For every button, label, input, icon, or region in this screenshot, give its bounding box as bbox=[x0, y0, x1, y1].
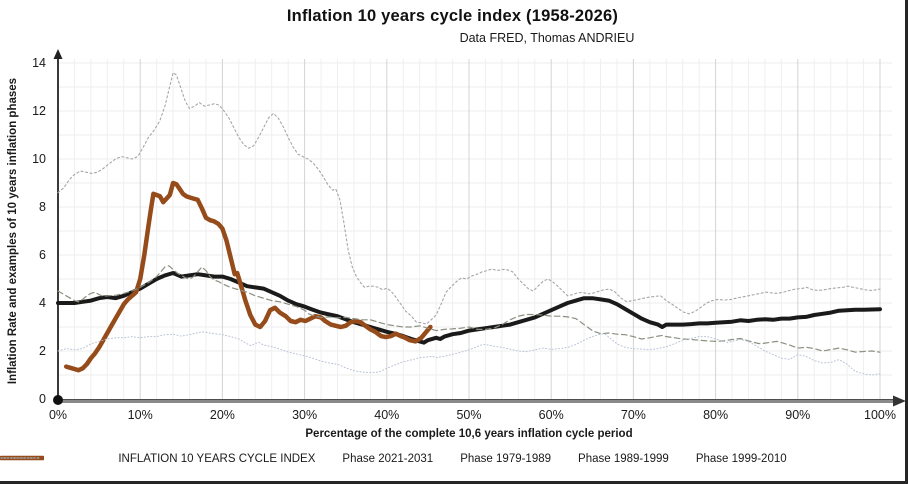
x-tick-label: 50% bbox=[456, 408, 482, 422]
legend-item-inflation-10-years-cycle-index[interactable]: INFLATION 10 YEARS CYCLE INDEX bbox=[0, 453, 316, 465]
legend-swatch-icon bbox=[0, 457, 40, 459]
chart-subtitle: Data FRED, Thomas ANDRIEU bbox=[459, 31, 635, 45]
x-tick-label: 90% bbox=[785, 408, 811, 422]
series-line-phase-2021-2031[interactable] bbox=[63, 180, 433, 373]
legend-item-phase-1979-1989[interactable]: Phase 1979-1989 bbox=[0, 453, 552, 465]
x-tick-label: 60% bbox=[538, 408, 564, 422]
x-axis-title: Percentage of the complete 10,6 years in… bbox=[305, 428, 633, 440]
x-axis-arrow-icon bbox=[893, 395, 905, 407]
legend-label: INFLATION 10 YEARS CYCLE INDEX bbox=[118, 453, 316, 465]
legend-item-phase-1989-1999[interactable]: Phase 1989-1999 bbox=[0, 453, 669, 465]
legend-label: Phase 1979-1989 bbox=[460, 453, 552, 465]
series-line-phase-1989-1999[interactable] bbox=[57, 265, 881, 353]
y-tick-label: 4 bbox=[39, 296, 46, 310]
y-tick-label: 14 bbox=[32, 56, 46, 70]
x-tick-label: 10% bbox=[127, 408, 153, 422]
y-axis-arrow-icon bbox=[53, 49, 63, 59]
x-tick-label: 20% bbox=[209, 408, 235, 422]
x-tick-label: 100% bbox=[864, 408, 896, 422]
y-tick-label: 2 bbox=[39, 344, 46, 358]
x-tick-label: 30% bbox=[292, 408, 318, 422]
chart-title: Inflation 10 years cycle index (1958-202… bbox=[286, 7, 619, 25]
y-tick-label: 10 bbox=[32, 152, 46, 166]
series-line-phase-1979-1989[interactable] bbox=[57, 72, 881, 325]
origin-dot-icon bbox=[53, 395, 63, 405]
legend: INFLATION 10 YEARS CYCLE INDEX Phase 2021… bbox=[0, 453, 905, 465]
series-line-phase-1999-2010[interactable] bbox=[57, 331, 881, 376]
legend-item-phase-2021-2031[interactable]: Phase 2021-2031 bbox=[0, 453, 434, 465]
legend-item-phase-1999-2010[interactable]: Phase 1999-2010 bbox=[0, 453, 787, 465]
x-tick-label: 70% bbox=[620, 408, 646, 422]
y-tick-label: 12 bbox=[32, 104, 46, 118]
y-tick-label: 8 bbox=[39, 200, 46, 214]
series-line-inflation-10-years-cycle-index[interactable] bbox=[56, 271, 882, 345]
legend-label: Phase 1999-2010 bbox=[695, 453, 787, 465]
x-tick-label: 40% bbox=[374, 408, 400, 422]
legend-label: Phase 2021-2031 bbox=[342, 453, 434, 465]
x-tick-label: 0% bbox=[48, 408, 68, 422]
legend-label: Phase 1989-1999 bbox=[578, 453, 669, 465]
legend-swatch-icon bbox=[0, 457, 40, 459]
y-tick-label: 6 bbox=[39, 248, 46, 262]
y-tick-label: 0 bbox=[39, 392, 46, 406]
x-tick-label: 80% bbox=[703, 408, 729, 422]
plot-area[interactable] bbox=[0, 0, 908, 452]
